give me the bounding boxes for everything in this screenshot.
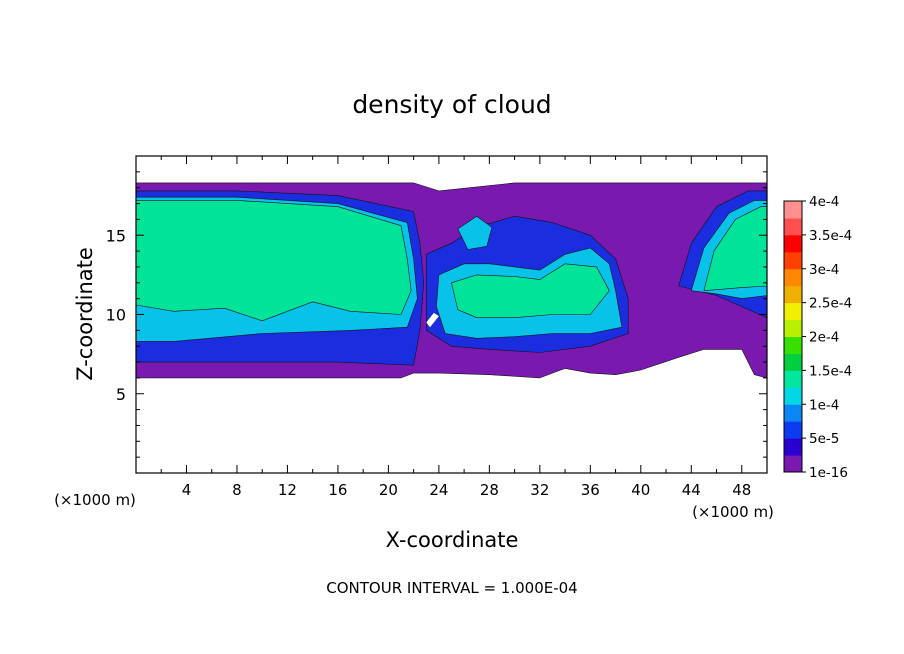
colorbar-label: 1.5e-4	[809, 363, 852, 379]
colorbar-swatch	[784, 234, 802, 253]
x-tick-label: 32	[530, 481, 549, 499]
y-tick-label: 15	[106, 226, 126, 245]
x-unit-left: (×1000 m)	[54, 491, 136, 509]
chart-title: density of cloud	[352, 90, 551, 119]
colorbar-label: 5e-5	[809, 431, 839, 447]
x-tick-label: 28	[480, 481, 499, 499]
colorbar-swatch	[784, 455, 802, 473]
x-tick-label: 36	[581, 481, 600, 499]
y-ticks: 5 10 15	[106, 171, 767, 458]
colorbar-swatch	[784, 438, 802, 456]
colorbar-swatch	[784, 319, 802, 337]
colorbar: 1e-16 5e-5 1e-4 1.5e-4 2e-4 2.5e-4 3e-4 3.5e-4 4…	[783, 194, 852, 481]
x-tick-label: 24	[429, 481, 448, 499]
y-tick-label: 5	[116, 385, 126, 404]
colorbar-label: 3e-4	[809, 262, 839, 278]
colorbar-swatch	[784, 387, 802, 405]
y-tick-label: 10	[106, 306, 126, 325]
colorbar-swatch	[784, 251, 802, 270]
density-region-clear-gap	[426, 312, 439, 328]
density-region-cyan-swirl	[457, 215, 493, 250]
x-tick-label: 16	[328, 481, 347, 499]
density-region-green-left	[135, 200, 412, 322]
x-tick-label: 40	[631, 481, 650, 499]
colorbar-swatch	[784, 353, 802, 371]
cloud-density-field	[135, 182, 768, 379]
colorbar-swatch	[784, 370, 802, 388]
colorbar-swatch	[784, 302, 802, 321]
colorbar-swatch	[784, 268, 802, 287]
x-axis-label: X-coordinate	[386, 528, 519, 552]
colorbar-swatch	[784, 336, 802, 354]
colorbar-swatch	[784, 217, 802, 236]
colorbar-swatch	[784, 421, 802, 439]
colorbar-label: 1e-4	[809, 397, 839, 413]
colorbar-label: 3.5e-4	[809, 228, 852, 244]
x-tick-label: 20	[379, 481, 398, 499]
x-ticks: 4 8 12 16 20 24 28 32 36 40 44 48	[160, 156, 751, 499]
colorbar-swatch	[784, 404, 802, 422]
x-tick-label: 8	[232, 481, 242, 499]
colorbar-swatch	[784, 201, 802, 219]
x-tick-label: 48	[732, 481, 751, 499]
density-region-green-right	[703, 206, 768, 292]
colorbar-label: 4e-4	[809, 194, 839, 210]
x-tick-label: 44	[682, 481, 701, 499]
y-axis-label: Z-coordinate	[73, 247, 97, 381]
contour-interval-note: CONTOUR INTERVAL = 1.000E-04	[326, 579, 577, 597]
colorbar-label: 2.5e-4	[809, 296, 852, 312]
colorbar-label: 1e-16	[809, 465, 848, 481]
colorbar-label: 2e-4	[809, 330, 839, 346]
colorbar-swatch	[784, 285, 802, 304]
x-tick-label: 4	[182, 481, 192, 499]
density-region-green-center	[451, 263, 610, 319]
x-tick-label: 12	[278, 481, 297, 499]
x-unit-right: (×1000 m)	[692, 503, 774, 521]
